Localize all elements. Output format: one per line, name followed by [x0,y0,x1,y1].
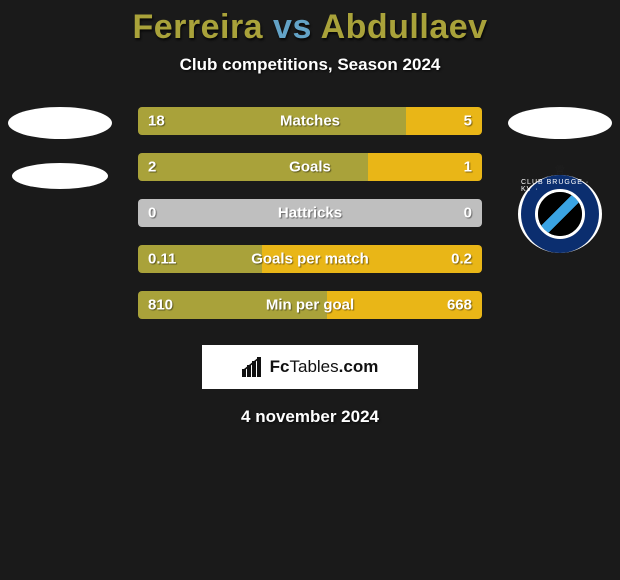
page-title: Ferreira vs Abdullaev [0,8,620,47]
stat-value-right: 0.2 [451,251,472,268]
brand-text: FcTables.com [270,357,379,377]
stat-row: 2 Goals 1 [138,153,482,181]
stat-value-right: 0 [464,205,472,222]
brand-box: FcTables.com [202,345,418,389]
brand-part2: Tables [290,357,339,376]
badge-outer [518,175,602,253]
stat-row: 0 Hattricks 0 [138,199,482,227]
stat-label: Goals [289,159,331,176]
stat-row: 18 Matches 5 [138,107,482,135]
date: 4 november 2024 [0,407,620,427]
stat-label: Min per goal [266,297,354,314]
stat-row: 810 Min per goal 668 [138,291,482,319]
stat-value-right: 5 [464,113,472,130]
right-team-column: ♕ [500,107,620,253]
title-vs: vs [273,8,312,46]
brand-part3: .com [339,357,379,376]
team-logo-placeholder [12,163,108,189]
stat-segment-left [138,153,368,181]
stat-row: 0.11 Goals per match 0.2 [138,245,482,273]
subtitle: Club competitions, Season 2024 [0,55,620,75]
infographic-root: Ferreira vs Abdullaev Club competitions,… [0,0,620,427]
stat-value-right: 668 [447,297,472,314]
stats-area: ♕ 18 Matches 5 2 Goals 1 0 Hattricks 0 0.11 Goals … [0,107,620,319]
stat-value-left: 18 [148,113,165,130]
badge-stripe [538,192,582,236]
stat-label: Matches [280,113,340,130]
stat-bars: 18 Matches 5 2 Goals 1 0 Hattricks 0 0.11 Goals pe… [138,107,482,319]
barchart-icon [242,357,264,377]
stat-value-left: 810 [148,297,173,314]
badge-ring [521,175,599,253]
stat-value-left: 0.11 [148,251,176,268]
stat-segment-left [138,107,406,135]
brand-part1: Fc [270,357,290,376]
stat-value-left: 2 [148,159,156,176]
team-logo-placeholder [8,107,112,139]
stat-label: Hattricks [278,205,342,222]
title-player1: Ferreira [132,8,263,46]
left-team-column [0,107,120,189]
title-player2: Abdullaev [321,8,488,46]
stat-value-right: 1 [464,159,472,176]
team-logo-placeholder [508,107,612,139]
stat-value-left: 0 [148,205,156,222]
badge-inner [535,189,585,239]
stat-label: Goals per match [251,251,369,268]
club-brugge-badge: ♕ [512,163,608,253]
